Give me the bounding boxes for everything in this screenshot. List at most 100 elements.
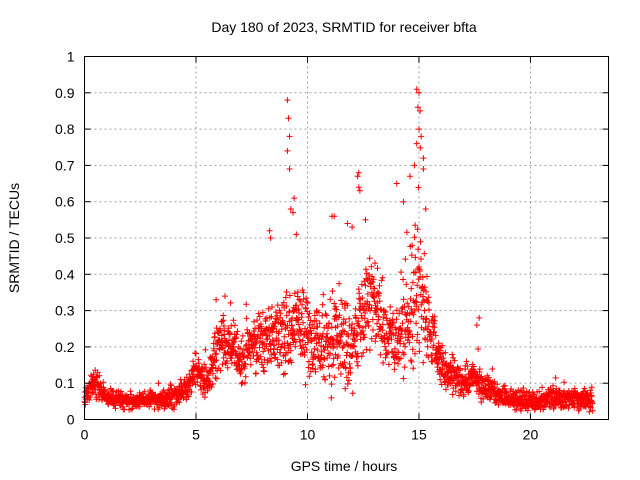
- data-point: [237, 345, 244, 352]
- data-point: [322, 311, 329, 318]
- data-point: [301, 352, 308, 358]
- data-point: [209, 370, 216, 377]
- data-point: [209, 353, 216, 360]
- data-point: [234, 328, 241, 335]
- data-point: [450, 377, 457, 384]
- data-point: [341, 305, 348, 312]
- data-point: [288, 359, 295, 366]
- data-point: [452, 388, 459, 395]
- data-point: [342, 319, 349, 326]
- data-point: [376, 290, 383, 297]
- data-point: [230, 347, 237, 354]
- data-point: [232, 334, 239, 341]
- data-point: [295, 332, 302, 339]
- data-point: [405, 334, 412, 341]
- data-point: [318, 336, 325, 343]
- data-point: [388, 336, 395, 343]
- data-point: [270, 338, 277, 345]
- data-point: [239, 349, 246, 356]
- data-point: [379, 327, 386, 334]
- data-point: [118, 388, 125, 395]
- data-point: [411, 162, 418, 169]
- data-point: [401, 351, 407, 358]
- data-point: [442, 386, 449, 393]
- data-point: [338, 297, 345, 304]
- data-point: [253, 339, 260, 346]
- data-point: [330, 355, 337, 362]
- data-point: [400, 340, 407, 347]
- data-point: [416, 126, 422, 133]
- y-tick-label: 0.2: [55, 339, 75, 355]
- data-point: [212, 351, 219, 358]
- data-point: [300, 289, 307, 296]
- data-point: [213, 357, 220, 364]
- data-point: [280, 320, 287, 327]
- data-point: [382, 343, 389, 350]
- y-tick-label: 1: [67, 49, 75, 65]
- data-point: [432, 332, 439, 339]
- data-point: [221, 327, 228, 334]
- data-point: [266, 227, 273, 234]
- x-tick-label: 5: [192, 427, 200, 443]
- data-point: [287, 206, 294, 212]
- data-point: [417, 107, 424, 114]
- data-point: [86, 397, 93, 403]
- data-point: [252, 340, 259, 347]
- data-point: [402, 343, 409, 350]
- data-point: [350, 342, 357, 349]
- data-point: [96, 372, 103, 379]
- data-point: [313, 317, 320, 324]
- data-point: [381, 339, 388, 345]
- y-tick-label: 0.9: [55, 85, 75, 101]
- data-point: [251, 318, 257, 325]
- data-point: [403, 229, 410, 236]
- data-point: [413, 86, 420, 93]
- data-point: [409, 346, 416, 353]
- data-point: [408, 358, 415, 365]
- data-point: [407, 295, 414, 302]
- data-point: [259, 309, 266, 316]
- data-point: [274, 346, 281, 353]
- data-point: [346, 315, 353, 322]
- data-point: [399, 320, 406, 327]
- data-point: [316, 320, 323, 327]
- data-point: [442, 378, 449, 385]
- data-point: [372, 338, 379, 345]
- data-point: [349, 321, 356, 328]
- data-point: [251, 333, 258, 340]
- data-point: [303, 346, 310, 353]
- data-point: [170, 406, 177, 413]
- data-point: [420, 166, 427, 172]
- grid: [84, 56, 609, 420]
- data-point: [416, 339, 423, 346]
- data-point: [290, 209, 296, 216]
- data-point: [256, 344, 263, 351]
- data-point: [351, 343, 358, 350]
- data-point: [374, 320, 380, 327]
- data-point: [202, 364, 209, 371]
- data-point: [390, 319, 397, 326]
- data-point: [536, 388, 543, 395]
- data-point: [188, 389, 195, 395]
- data-point: [238, 366, 244, 373]
- data-point: [311, 312, 318, 319]
- data-point: [375, 313, 382, 320]
- data-point: [397, 355, 404, 362]
- data-point: [302, 381, 309, 388]
- data-point: [501, 382, 508, 389]
- data-point: [238, 338, 245, 345]
- y-tick-label: 0.5: [55, 230, 75, 246]
- data-point: [520, 385, 527, 391]
- data-point: [382, 354, 389, 361]
- data-point: [415, 184, 422, 191]
- data-point: [552, 374, 559, 381]
- data-point: [292, 343, 299, 350]
- data-point: [495, 401, 502, 408]
- data-point: [352, 338, 358, 345]
- data-point: [414, 282, 421, 289]
- data-point: [418, 133, 425, 140]
- data-point: [296, 338, 303, 345]
- data-point: [338, 331, 345, 338]
- data-point: [296, 309, 302, 316]
- data-point: [334, 343, 341, 350]
